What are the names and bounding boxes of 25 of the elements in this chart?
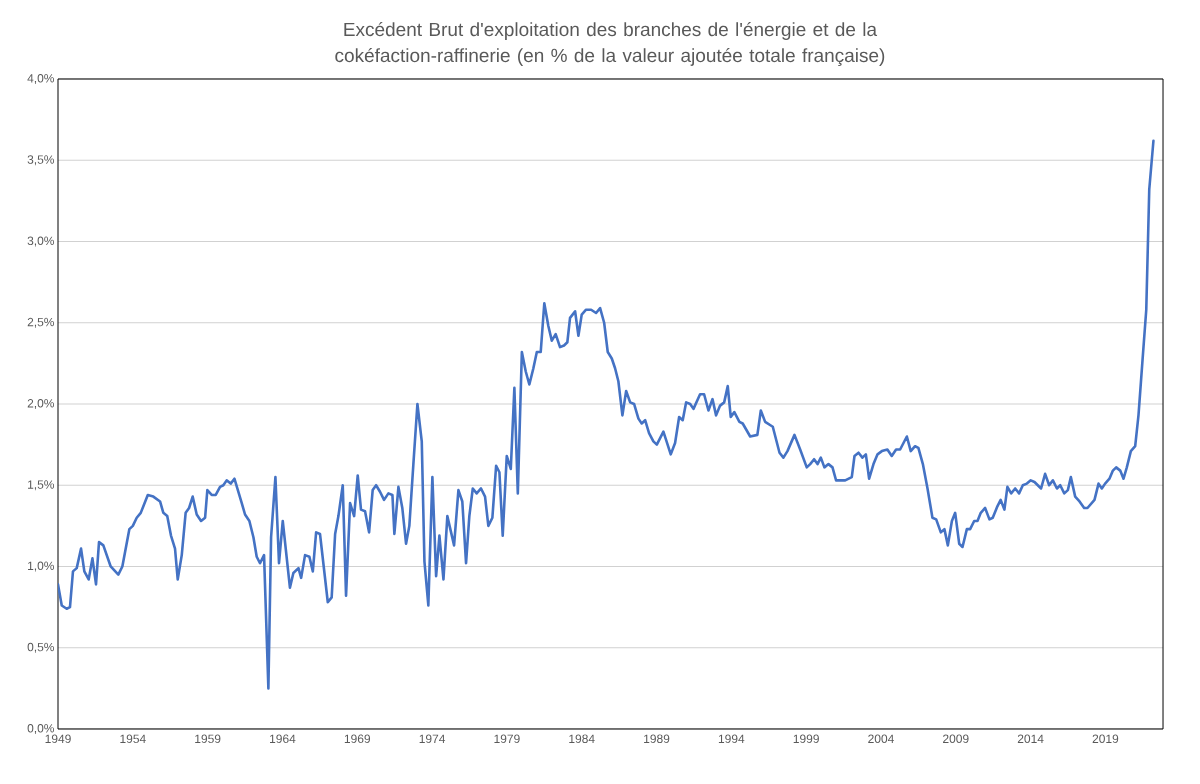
- x-tick-label: 2004: [868, 734, 894, 744]
- x-tick-label: 2014: [1017, 734, 1044, 744]
- y-tick-label: 0,5%: [27, 642, 55, 653]
- x-tick-label: 1969: [344, 734, 371, 744]
- x-tick-label: 1979: [494, 734, 520, 744]
- x-tick-label: 1989: [644, 734, 670, 744]
- x-tick-label: 1954: [120, 734, 146, 744]
- x-tick-label: 2009: [943, 734, 969, 744]
- x-tick-label: 1949: [45, 734, 71, 744]
- chart-title: Excédent Brut d'exploitation des branches de l'énergie et de la cokéfaction-raffinerie (en % de la valeur ajoutée totale française): [335, 21, 885, 66]
- x-tick-label: 1959: [195, 734, 221, 744]
- x-tick-label: 1984: [569, 734, 595, 744]
- y-tick-label: 3,5%: [27, 155, 55, 166]
- x-tick-label: 1994: [718, 734, 745, 744]
- y-tick-label: 3,0%: [27, 236, 55, 247]
- y-tick-label: 2,0%: [27, 399, 55, 409]
- y-tick-label: 2,5%: [27, 317, 55, 328]
- x-tick-label: 2019: [1092, 734, 1119, 744]
- y-tick-label: 1,5%: [28, 480, 55, 491]
- y-tick-label: 0,0%: [27, 724, 55, 734]
- x-tick-label: 1974: [419, 734, 446, 744]
- x-tick-label: 1964: [270, 734, 296, 744]
- y-tick-label: 4,0%: [27, 74, 55, 84]
- x-tick-label: 1999: [793, 734, 819, 744]
- y-tick-label: 1,0%: [28, 561, 55, 572]
